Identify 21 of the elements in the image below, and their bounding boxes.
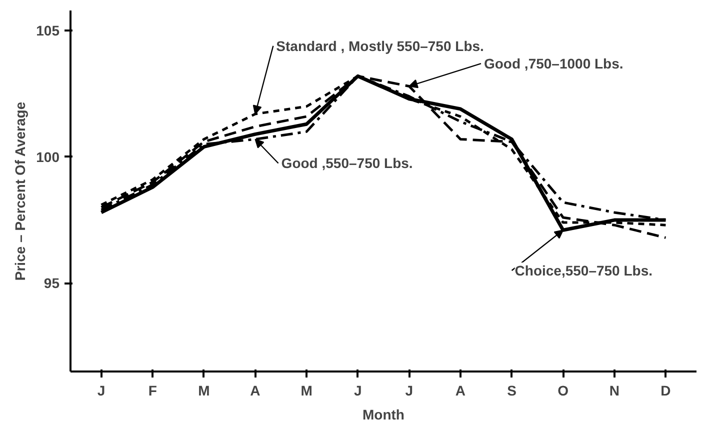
x-axis-title: Month <box>362 406 404 422</box>
text: Standard , Mostly 550–750 Lbs. <box>276 38 484 54</box>
text: Good ,750–1000 Lbs. <box>484 56 624 72</box>
x-tick-label: O <box>558 382 569 398</box>
x-tick-label: A <box>250 382 260 398</box>
series-label: Good ,550–750 Lbs. <box>281 155 413 172</box>
x-tick-label: M <box>198 382 210 398</box>
x-tick-label: D <box>660 382 671 398</box>
x-tick-label: N <box>609 382 620 398</box>
y-tick-label: 105 <box>36 22 60 39</box>
x-tick-label: J <box>354 382 362 398</box>
text: Choice,550–750 Lbs. <box>514 262 653 279</box>
x-tick-label: S <box>507 382 516 398</box>
x-tick-label: F <box>148 382 158 398</box>
x-tick-label: M <box>300 382 312 398</box>
y-tick-label: 100 <box>36 148 60 165</box>
x-tick-label: J <box>97 382 106 398</box>
x-tick-label: A <box>455 382 466 398</box>
y-axis-title: Price – Percent Of Average <box>12 102 28 281</box>
y-tick-label: 95 <box>44 275 60 292</box>
x-tick-label: J <box>405 382 414 398</box>
